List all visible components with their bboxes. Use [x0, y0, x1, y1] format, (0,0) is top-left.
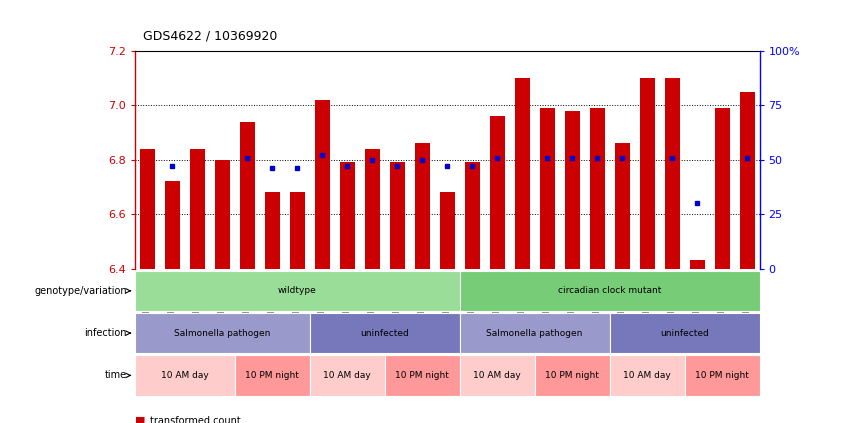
- Text: 10 AM day: 10 AM day: [161, 371, 208, 380]
- Bar: [135, 313, 310, 353]
- Bar: [589, 108, 604, 269]
- Bar: [240, 121, 254, 269]
- Text: 10 AM day: 10 AM day: [323, 371, 371, 380]
- Bar: [615, 143, 629, 269]
- Bar: [234, 355, 310, 396]
- Bar: [535, 355, 609, 396]
- Bar: [135, 355, 234, 396]
- Text: ■: ■: [135, 416, 145, 423]
- Bar: [310, 313, 459, 353]
- Bar: [439, 192, 455, 269]
- Bar: [689, 261, 705, 269]
- Text: 10 PM night: 10 PM night: [545, 371, 599, 380]
- Bar: [459, 355, 535, 396]
- Bar: [609, 313, 760, 353]
- Bar: [714, 108, 729, 269]
- Bar: [740, 92, 754, 269]
- Bar: [310, 355, 385, 396]
- Text: wildtype: wildtype: [278, 286, 317, 295]
- Text: GDS4622 / 10369920: GDS4622 / 10369920: [143, 29, 278, 42]
- Text: infection: infection: [84, 328, 127, 338]
- Text: 10 PM night: 10 PM night: [695, 371, 749, 380]
- Bar: [685, 355, 760, 396]
- Text: uninfected: uninfected: [661, 329, 709, 338]
- Text: Salmonella pathogen: Salmonella pathogen: [486, 329, 582, 338]
- Bar: [189, 149, 205, 269]
- Text: 10 AM day: 10 AM day: [623, 371, 671, 380]
- Bar: [540, 108, 555, 269]
- Text: circadian clock mutant: circadian clock mutant: [558, 286, 661, 295]
- Bar: [314, 100, 330, 269]
- Bar: [265, 192, 279, 269]
- Text: time: time: [105, 371, 127, 380]
- Bar: [609, 355, 685, 396]
- Bar: [665, 78, 680, 269]
- Text: uninfected: uninfected: [360, 329, 409, 338]
- Text: Salmonella pathogen: Salmonella pathogen: [174, 329, 270, 338]
- Bar: [339, 162, 354, 269]
- Bar: [515, 78, 529, 269]
- Bar: [490, 116, 504, 269]
- Bar: [640, 78, 654, 269]
- Text: 10 AM day: 10 AM day: [473, 371, 521, 380]
- Text: genotype/variation: genotype/variation: [35, 286, 127, 296]
- Text: 10 PM night: 10 PM night: [395, 371, 449, 380]
- Bar: [564, 111, 580, 269]
- Bar: [140, 149, 155, 269]
- Text: 10 PM night: 10 PM night: [245, 371, 299, 380]
- Bar: [415, 143, 430, 269]
- Bar: [459, 313, 609, 353]
- Bar: [385, 355, 459, 396]
- Bar: [290, 192, 305, 269]
- Bar: [459, 271, 760, 311]
- Bar: [365, 149, 379, 269]
- Bar: [464, 162, 479, 269]
- Bar: [214, 160, 229, 269]
- Bar: [390, 162, 404, 269]
- Text: transformed count: transformed count: [150, 416, 241, 423]
- Bar: [135, 271, 459, 311]
- Bar: [165, 181, 180, 269]
